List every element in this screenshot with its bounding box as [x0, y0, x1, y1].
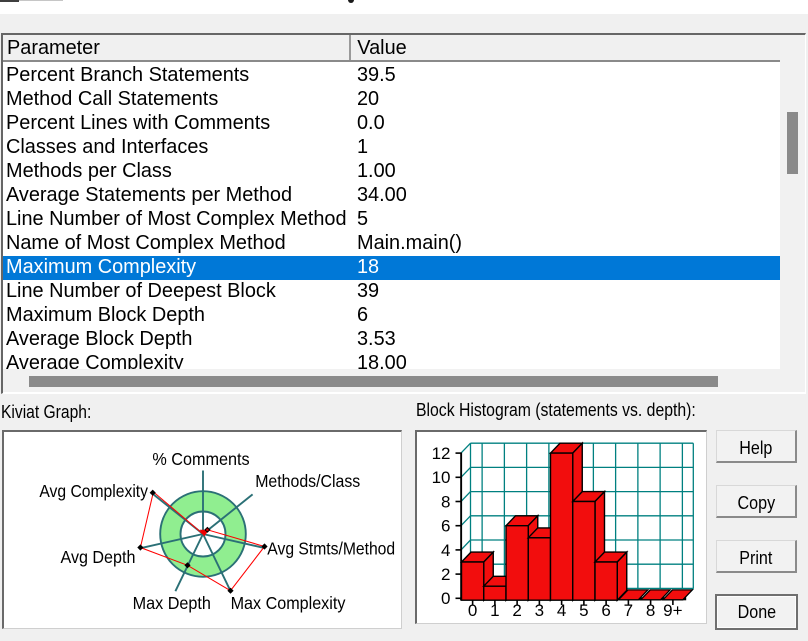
svg-text:4: 4: [557, 601, 566, 620]
svg-text:2: 2: [441, 565, 450, 584]
svg-text:9+: 9+: [663, 601, 682, 620]
svg-text:6: 6: [441, 517, 450, 536]
svg-text:Methods/Class: Methods/Class: [255, 471, 360, 491]
svg-text:0: 0: [441, 589, 450, 608]
svg-text:10: 10: [432, 468, 451, 487]
svg-text:12: 12: [432, 444, 451, 463]
svg-text:Max Depth: Max Depth: [133, 594, 211, 614]
svg-text:3: 3: [535, 601, 544, 620]
svg-text:7: 7: [624, 601, 633, 620]
svg-text:5: 5: [579, 601, 588, 620]
svg-text:8: 8: [441, 492, 450, 511]
svg-text:Max Complexity: Max Complexity: [231, 593, 346, 613]
svg-text:1: 1: [490, 601, 499, 620]
svg-text:4: 4: [441, 541, 450, 560]
svg-text:Avg Stmts/Method: Avg Stmts/Method: [267, 539, 395, 559]
svg-text:2: 2: [512, 601, 521, 620]
svg-text:% Comments: % Comments: [152, 449, 249, 469]
svg-text:Avg Complexity: Avg Complexity: [39, 481, 148, 501]
svg-text:8: 8: [646, 601, 655, 620]
svg-text:0: 0: [468, 601, 477, 620]
svg-text:6: 6: [601, 601, 610, 620]
svg-text:Avg Depth: Avg Depth: [60, 547, 135, 567]
